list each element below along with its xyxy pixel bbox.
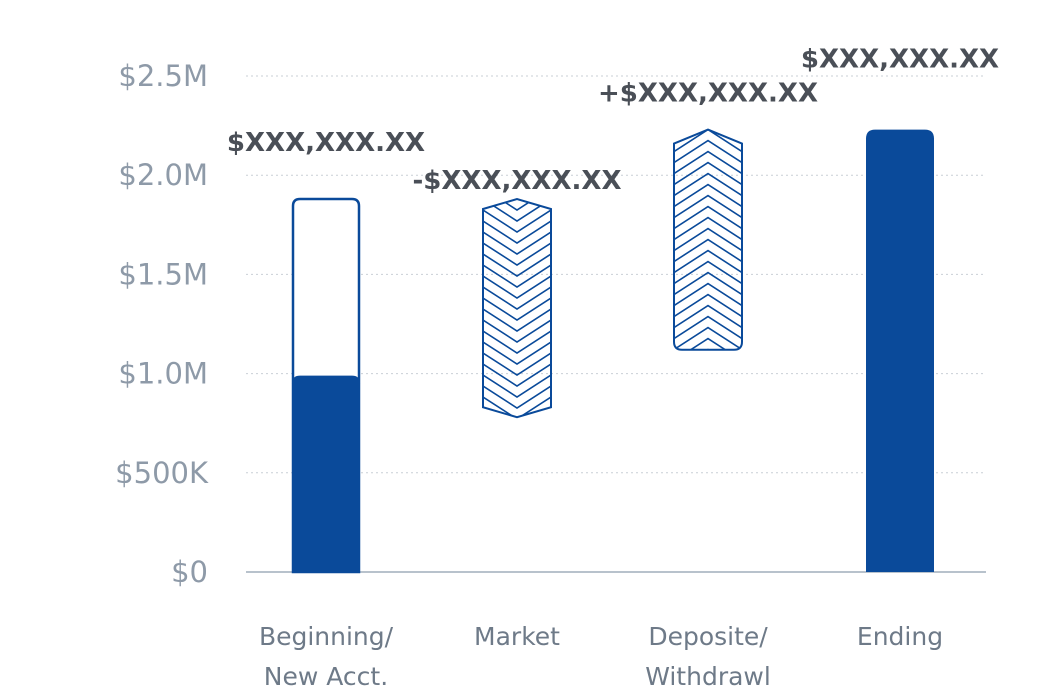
hatch-chevron	[674, 183, 742, 208]
hatch-chevron	[674, 315, 742, 340]
hatch-chevron	[674, 172, 742, 197]
hatch-chevron	[483, 430, 551, 452]
hatch-chevron	[674, 271, 742, 296]
y-tick-label: $2.0M	[118, 158, 208, 192]
bar-deposit-hatch	[674, 129, 742, 405]
hatch-chevron	[674, 205, 742, 230]
hatch-chevron	[674, 161, 742, 186]
hatch-chevron	[674, 139, 742, 164]
hatch-chevron	[483, 419, 551, 441]
hatch-chevron	[674, 326, 742, 350]
x-category-label: Deposite/	[648, 622, 768, 651]
x-category-label: Market	[474, 622, 560, 651]
hatch-chevron	[674, 249, 742, 274]
hatch-chevron	[483, 396, 551, 418]
x-category-label: Ending	[857, 622, 943, 651]
hatch-chevron	[483, 352, 551, 376]
hatch-chevron	[483, 275, 551, 299]
hatch-chevron	[483, 297, 551, 321]
bar-value-label: $XXX,XXX.XX	[801, 45, 999, 75]
hatch-chevron	[483, 385, 551, 409]
bar-market-hatch	[483, 199, 551, 463]
hatch-chevron	[483, 242, 551, 266]
hatch-chevron	[483, 286, 551, 310]
market-chevrons	[483, 199, 551, 463]
hatch-chevron	[483, 363, 551, 387]
hatch-chevron	[674, 337, 742, 350]
bar-market-outline	[482, 197, 552, 419]
hatch-chevron	[674, 383, 742, 405]
hatch-chevron	[674, 293, 742, 318]
hatch-chevron	[674, 216, 742, 241]
hatch-chevron	[483, 441, 551, 463]
hatch-chevron	[483, 341, 551, 365]
hatch-chevron	[483, 209, 551, 233]
x-category-label: New Acct.	[264, 662, 388, 691]
hatch-chevron	[674, 282, 742, 307]
bar-deposit-outline	[673, 128, 743, 351]
hatch-chevron	[674, 348, 742, 350]
hatch-chevron	[674, 304, 742, 329]
hatch-chevron	[483, 253, 551, 277]
x-category-label: Withdrawl	[645, 662, 771, 691]
hatch-chevron	[674, 260, 742, 285]
y-tick-label: $1.5M	[118, 257, 208, 291]
y-tick-label: $1.0M	[118, 357, 208, 391]
hatch-chevron	[483, 407, 551, 418]
y-tick-label: $500K	[115, 456, 209, 490]
hatch-chevron	[674, 361, 742, 383]
deposit-chevrons	[674, 129, 742, 405]
hatch-chevron	[674, 238, 742, 263]
bar-value-label: -$XXX,XXX.XX	[412, 166, 621, 196]
bar-value-label: +$XXX,XXX.XX	[598, 79, 818, 109]
hatch-chevron	[483, 374, 551, 398]
hatch-chevron	[674, 227, 742, 252]
bar-value-label: $XXX,XXX.XX	[227, 128, 425, 158]
x-category-label: Beginning/	[259, 622, 394, 651]
hatch-chevron	[674, 129, 742, 131]
hatch-chevron	[483, 330, 551, 354]
y-tick-label: $2.5M	[118, 59, 208, 93]
hatch-chevron	[483, 220, 551, 244]
hatch-chevron	[483, 264, 551, 288]
hatch-chevron	[483, 199, 551, 211]
hatch-chevron	[674, 372, 742, 394]
bar-ending	[866, 129, 934, 572]
y-tick-label: $0	[171, 555, 208, 589]
hatch-chevron	[483, 231, 551, 255]
hatch-chevron	[483, 319, 551, 343]
hatch-chevron	[483, 308, 551, 332]
hatch-chevron	[674, 150, 742, 175]
hatch-chevron	[674, 194, 742, 219]
bar-beginning-filled	[292, 375, 360, 572]
